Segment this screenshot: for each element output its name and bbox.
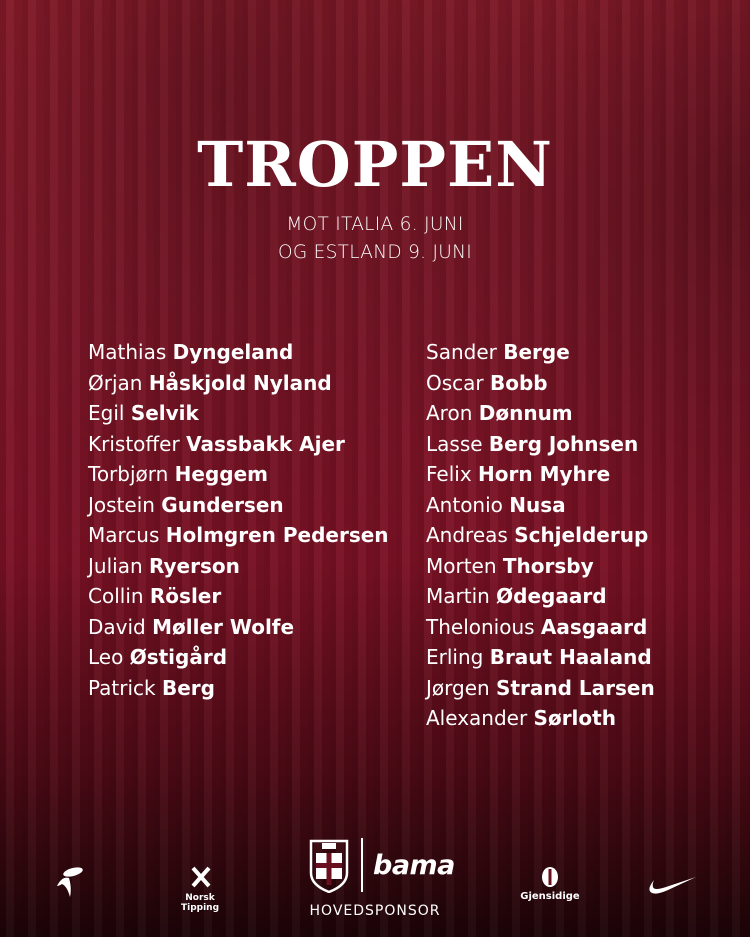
player-first-name: Antonio <box>426 492 503 517</box>
player-first-name: Thelonious <box>426 614 535 639</box>
player-last-name: Håskjold Nyland <box>148 370 332 395</box>
player-first-name: Mathias <box>88 340 167 364</box>
player-first-name: Jørgen <box>426 675 490 700</box>
player-first-name: Andreas <box>426 523 508 547</box>
player-last-name: Rösler <box>149 584 222 608</box>
player-row: Ørjan Håskjold Nyland <box>88 368 389 399</box>
player-first-name: David <box>88 614 146 639</box>
player-first-name: Julian <box>88 553 143 578</box>
player-row: Patrick Berg <box>88 673 389 704</box>
subtitle-line-2: OG ESTLAND 9. JUNI <box>277 242 473 263</box>
player-last-name: Aasgaard <box>540 614 648 639</box>
player-first-name: Marcus <box>88 523 160 547</box>
squad-list-left: Mathias Dyngeland Ørjan Håskjold Nyland Eg… <box>88 337 389 703</box>
player-row: Jostein Gundersen <box>88 490 389 521</box>
player-last-name: Thorsby <box>502 553 594 578</box>
player-first-name: Felix <box>426 462 472 486</box>
gjensidige-icon <box>542 867 558 887</box>
player-first-name: Ørjan <box>88 370 143 395</box>
gjensidige-label: Gjensidige <box>520 891 580 902</box>
norsk-tipping-label: Norsk Tipping <box>180 893 220 913</box>
player-first-name: Sander <box>426 340 497 364</box>
player-first-name: Torbjørn <box>88 462 169 486</box>
player-last-name: Nusa <box>509 492 566 517</box>
player-last-name: Selvik <box>130 401 199 425</box>
player-row: Julian Ryerson <box>88 551 389 582</box>
sponsor-divider <box>361 838 363 892</box>
player-first-name: Collin <box>88 584 144 608</box>
player-last-name: Sørloth <box>533 706 616 730</box>
player-last-name: Gundersen <box>161 492 284 517</box>
player-first-name: Patrick <box>88 675 156 700</box>
player-first-name: Lasse <box>426 431 483 456</box>
player-last-name: Ødegaard <box>496 584 607 608</box>
player-row: Collin Rösler <box>88 581 389 612</box>
player-last-name: Bobb <box>490 370 548 395</box>
player-row: Erling Braut Haaland <box>426 642 655 673</box>
player-last-name: Dyngeland <box>172 340 294 364</box>
player-row: Andreas Schjelderup <box>426 520 655 551</box>
main-sponsor-label: HOVEDSPONSOR <box>309 903 441 919</box>
player-last-name: Holmgren Pedersen <box>165 523 389 547</box>
player-last-name: Heggem <box>174 462 269 486</box>
player-first-name: Morten <box>426 553 497 578</box>
subtitle-line-1: MOT ITALIA 6. JUNI <box>286 214 464 235</box>
player-row: Kristoffer Vassbakk Ajer <box>88 429 389 460</box>
player-last-name: Berge <box>503 340 570 364</box>
player-last-name: Braut Haaland <box>489 645 652 669</box>
player-row: Alexander Sørloth <box>426 703 655 734</box>
player-row: David Møller Wolfe <box>88 612 389 643</box>
player-row: Martin Ødegaard <box>426 581 655 612</box>
player-row: Antonio Nusa <box>426 490 655 521</box>
player-last-name: Berg Johnsen <box>488 431 639 456</box>
player-row: Oscar Bobb <box>426 368 655 399</box>
player-first-name: Leo <box>88 645 124 669</box>
player-last-name: Berg <box>161 675 215 700</box>
player-row: Aron Dønnum <box>426 398 655 429</box>
player-last-name: Schjelderup <box>514 523 649 547</box>
player-row: Marcus Holmgren Pedersen <box>88 520 389 551</box>
squad-list-right: Sander Berge Oscar Bobb Aron Dønnum Lasse B… <box>426 337 655 734</box>
player-last-name: Dønnum <box>478 401 573 425</box>
player-row: Lasse Berg Johnsen <box>426 429 655 460</box>
player-row: Mathias Dyngeland <box>88 337 389 368</box>
player-first-name: Martin <box>426 584 490 608</box>
norsk-tipping-icon <box>191 866 211 888</box>
player-last-name: Horn Myhre <box>478 462 611 486</box>
page-title: TROPPEN <box>197 128 553 201</box>
player-row: Jørgen Strand Larsen <box>426 673 655 704</box>
player-row: Sander Berge <box>426 337 655 368</box>
player-last-name: Strand Larsen <box>496 675 655 700</box>
player-first-name: Kristoffer <box>88 431 180 456</box>
bama-logo: bama <box>373 850 455 881</box>
player-first-name: Erling <box>426 645 484 669</box>
nike-swoosh-icon <box>649 877 696 894</box>
player-row: Leo Østigård <box>88 642 389 673</box>
player-first-name: Alexander <box>426 706 528 730</box>
player-first-name: Jostein <box>88 492 155 517</box>
nff-crest-icon <box>309 839 349 893</box>
player-row: Torbjørn Heggem <box>88 459 389 490</box>
player-first-name: Aron <box>426 401 473 425</box>
player-last-name: Østigård <box>129 645 228 669</box>
player-row: Felix Horn Myhre <box>426 459 655 490</box>
player-row: Egil Selvik <box>88 398 389 429</box>
player-last-name: Vassbakk Ajer <box>186 431 345 456</box>
player-last-name: Møller Wolfe <box>152 614 295 639</box>
player-first-name: Egil <box>88 401 125 425</box>
telenor-logo-icon <box>57 867 83 897</box>
player-last-name: Ryerson <box>148 553 240 578</box>
player-first-name: Oscar <box>426 370 484 395</box>
player-row: Morten Thorsby <box>426 551 655 582</box>
player-row: Thelonious Aasgaard <box>426 612 655 643</box>
